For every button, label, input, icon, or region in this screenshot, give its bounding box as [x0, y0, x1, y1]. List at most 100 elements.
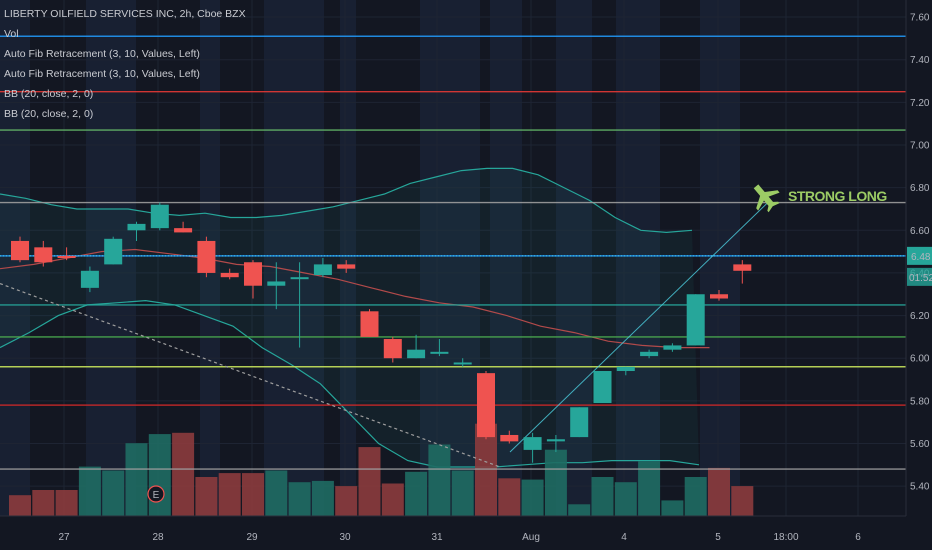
candle-body-0	[11, 240, 29, 261]
x-tick-label-9: 6	[855, 532, 861, 543]
volume-bar-6	[148, 434, 171, 516]
y-tick-label-9: 5.80	[910, 396, 930, 407]
candle-body-30	[710, 294, 728, 299]
candle-body-10	[244, 262, 262, 286]
candle-body-19	[453, 362, 472, 365]
x-tick-label-6: 4	[621, 532, 627, 543]
x-tick-label-8: 18:00	[773, 532, 798, 543]
volume-bar-7	[172, 432, 195, 516]
volume-bar-5	[125, 443, 148, 516]
airplane-icon-shape	[753, 184, 780, 213]
volume-bar-13	[311, 480, 334, 516]
volume-bar-10	[242, 473, 264, 516]
airplane-icon	[753, 184, 780, 213]
volume-bar-0	[9, 495, 31, 516]
session-shade-9	[700, 0, 740, 516]
x-tick-label-3: 30	[339, 532, 351, 543]
candle-body-9	[220, 272, 239, 278]
candle-body-12	[290, 277, 309, 280]
y-tick-label-8: 6.00	[910, 354, 930, 365]
trendline-down	[0, 283, 501, 468]
volume-bar-12	[288, 482, 311, 516]
volume-bar-4	[102, 470, 125, 516]
earnings-marker: E	[147, 485, 165, 503]
bb-upper-line	[0, 167, 693, 234]
volume-bar-22	[521, 479, 544, 516]
volume-bar-11	[265, 470, 288, 516]
session-shade-8	[616, 0, 660, 516]
bb-lower-line	[0, 299, 700, 468]
x-tick-label-0: 27	[58, 532, 70, 543]
candle-body-28	[663, 345, 682, 350]
candle-body-22	[523, 437, 542, 450]
legend-item-fib-2[interactable]: Auto Fib Retracement (3, 10, Values, Lef…	[4, 68, 200, 80]
volume-bar-15	[358, 447, 381, 516]
candle-body-2	[57, 255, 76, 258]
candle-body-5	[127, 223, 146, 231]
chart-legend: LIBERTY OILFIELD SERVICES INC, 2h, Cboe …	[4, 4, 246, 124]
candle-body-26	[616, 366, 635, 372]
y-tick-label-1: 7.40	[910, 55, 930, 66]
x-tick-label-4: 31	[431, 532, 443, 543]
candle-body-29	[686, 294, 705, 346]
legend-item-bb-2[interactable]: BB (20, close, 2, 0)	[4, 108, 94, 120]
volume-bar-31	[731, 486, 754, 516]
candle-body-20	[477, 373, 495, 438]
candle-body-17	[407, 349, 426, 359]
candle-body-4	[104, 238, 123, 265]
countdown-badge	[907, 267, 932, 286]
volume-bar-23	[544, 449, 567, 516]
candle-body-14	[337, 264, 356, 269]
candle-body-15	[360, 311, 379, 337]
candle-body-1	[34, 247, 53, 263]
bb-fill	[0, 168, 699, 467]
volume-bar-18	[428, 444, 451, 516]
volume-bar-30	[708, 467, 730, 516]
volume-bar-21	[498, 478, 521, 516]
legend-item-vol[interactable]: Vol	[4, 28, 19, 40]
volume-bar-27	[638, 461, 661, 516]
y-tick-label-3: 7.00	[910, 140, 930, 151]
volume-bar-8	[195, 477, 218, 516]
candle-body-24	[570, 407, 589, 438]
volume-bar-28	[661, 500, 684, 516]
candle-body-31	[733, 264, 752, 271]
volume-bar-26	[614, 482, 637, 516]
y-tick-label-5: 6.60	[910, 226, 930, 237]
candle-body-11	[267, 281, 286, 286]
y-tick-label-0: 7.60	[910, 13, 930, 24]
x-axis-panel	[0, 516, 932, 550]
x-tick-label-5: Aug	[522, 532, 540, 543]
candle-body-21	[500, 434, 519, 442]
volume-bar-29	[684, 477, 707, 516]
volume-bar-20	[475, 423, 497, 516]
legend-item-fib-1[interactable]: Auto Fib Retracement (3, 10, Values, Lef…	[4, 48, 200, 60]
y-tick-label-4: 6.80	[910, 183, 930, 194]
legend-item-bb-1[interactable]: BB (20, close, 2, 0)	[4, 88, 94, 100]
volume-bar-3	[78, 466, 101, 516]
candle-body-23	[546, 439, 565, 442]
annotation-strong-long: STRONG LONG	[788, 188, 887, 204]
y-tick-label-2: 7.20	[910, 98, 930, 109]
x-tick-label-2: 29	[246, 532, 258, 543]
candle-body-7	[174, 228, 193, 233]
volume-bar-16	[381, 483, 404, 516]
candle-body-13	[313, 264, 332, 276]
x-tick-label-7: 5	[715, 532, 721, 543]
legend-title: LIBERTY OILFIELD SERVICES INC, 2h, Cboe …	[4, 8, 246, 20]
volume-bar-9	[218, 473, 241, 516]
earnings-marker-label: E	[153, 490, 160, 501]
volume-bar-1	[32, 490, 55, 516]
x-tick-label-1: 28	[152, 532, 164, 543]
countdown-badge-label: 01:52:	[909, 273, 932, 284]
volume-bar-14	[335, 486, 358, 516]
candle-body-8	[197, 240, 216, 273]
volume-bar-2	[55, 490, 78, 516]
volume-bar-17	[405, 471, 428, 516]
y-tick-label-11: 5.40	[910, 482, 930, 493]
session-shade-5	[420, 0, 480, 516]
trendline-up	[509, 200, 771, 453]
y-tick-label-10: 5.60	[910, 439, 930, 450]
candle-body-6	[150, 204, 169, 229]
